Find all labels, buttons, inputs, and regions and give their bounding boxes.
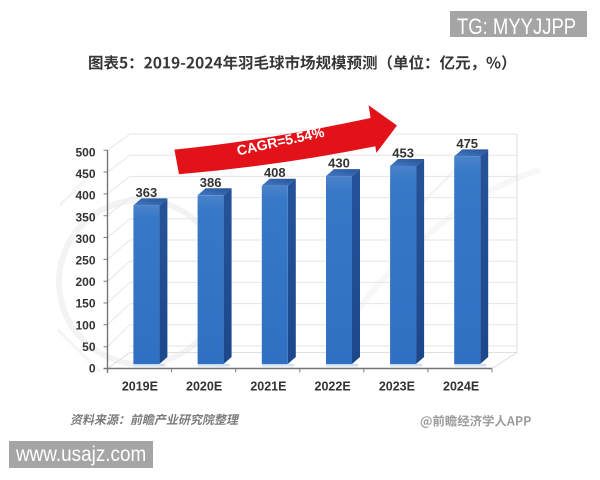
- svg-text:475: 475: [456, 136, 478, 151]
- svg-text:150: 150: [75, 297, 95, 311]
- svg-text:400: 400: [75, 189, 95, 203]
- svg-text:386: 386: [200, 175, 222, 190]
- svg-text:250: 250: [75, 254, 95, 268]
- svg-text:0: 0: [89, 362, 96, 376]
- svg-text:2020E: 2020E: [186, 380, 222, 394]
- svg-text:300: 300: [75, 232, 95, 246]
- svg-text:500: 500: [75, 145, 95, 159]
- svg-text:50: 50: [82, 340, 96, 354]
- svg-text:350: 350: [75, 210, 95, 224]
- svg-text:453: 453: [392, 146, 414, 161]
- svg-text:408: 408: [264, 165, 286, 180]
- svg-text:200: 200: [75, 275, 95, 289]
- svg-text:430: 430: [328, 156, 350, 171]
- svg-text:2021E: 2021E: [250, 380, 286, 394]
- svg-text:2024E: 2024E: [443, 380, 479, 394]
- svg-text:2023E: 2023E: [379, 380, 415, 394]
- svg-text:2019E: 2019E: [122, 380, 158, 394]
- svg-text:100: 100: [75, 318, 95, 332]
- svg-text:363: 363: [136, 185, 158, 200]
- svg-text:450: 450: [75, 167, 95, 181]
- svg-text:2022E: 2022E: [315, 380, 351, 394]
